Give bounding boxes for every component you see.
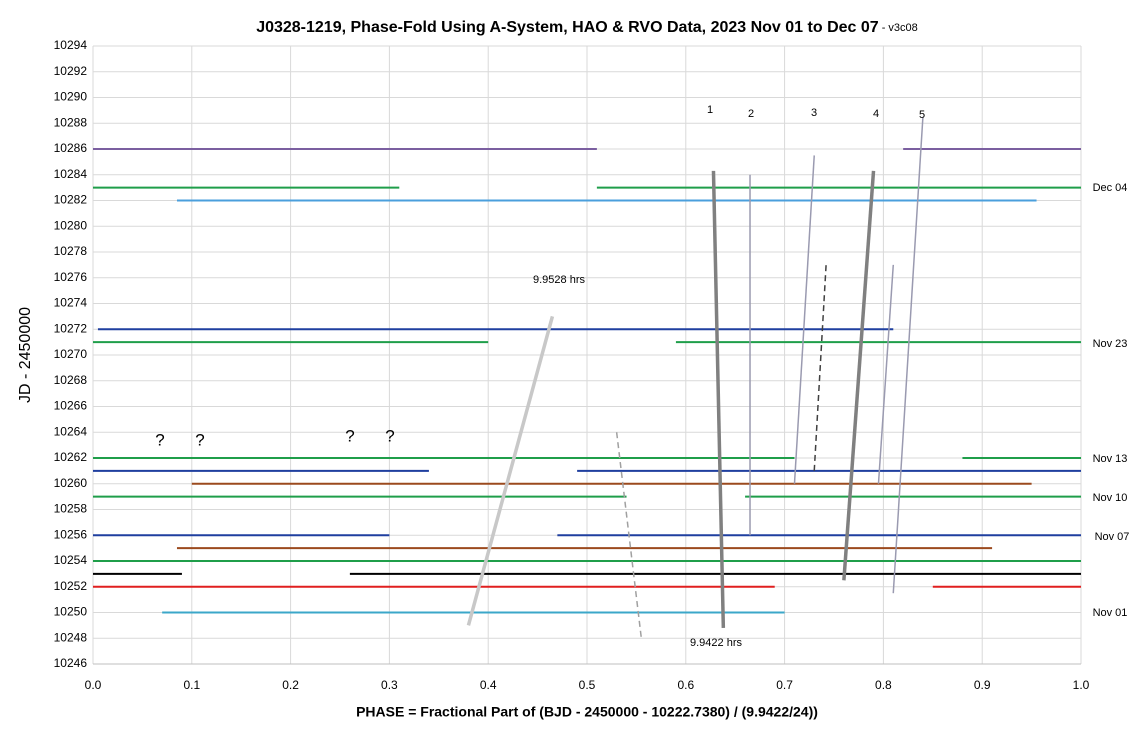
guide-line	[711, 170, 726, 628]
y-tick-label: 10284	[54, 167, 88, 181]
y-tick-label: 10256	[54, 527, 88, 541]
x-tick-label: 1.0	[1073, 678, 1090, 692]
x-tick-label: 0.7	[776, 678, 793, 692]
y-tick-label: 10292	[54, 64, 88, 78]
guide-line	[813, 264, 827, 471]
guide-line	[842, 170, 876, 581]
guide-line	[615, 432, 643, 639]
annotation: Nov 01	[1093, 607, 1128, 619]
y-tick-label: 10246	[54, 656, 88, 670]
annotation: 3	[811, 107, 817, 119]
chart-title: J0328-1219, Phase-Fold Using A-System, H…	[256, 19, 918, 36]
y-tick-label: 10260	[54, 476, 88, 490]
y-tick-label: 10276	[54, 270, 88, 284]
annotation: 9.9528 hrs	[533, 274, 585, 286]
x-tick-label: 0.4	[480, 678, 497, 692]
annotation: ?	[385, 426, 394, 445]
annotation: Nov 23	[1093, 338, 1128, 350]
y-tick-label: 10278	[54, 244, 88, 258]
y-tick-label: 10282	[54, 193, 88, 207]
guide-line	[466, 315, 555, 626]
annotation: Dec 04	[1093, 182, 1128, 194]
y-tick-label: 10250	[54, 605, 88, 619]
y-tick-label: 10294	[54, 38, 88, 52]
x-tick-label: 0.2	[282, 678, 299, 692]
y-tick-label: 10270	[54, 347, 88, 361]
y-tick-label: 10266	[54, 399, 88, 413]
x-tick-label: 0.1	[183, 678, 200, 692]
x-tick-label: 0.3	[381, 678, 398, 692]
y-axis-label: JD - 2450000	[17, 307, 34, 403]
annotation: ?	[345, 426, 354, 445]
y-tick-label: 10252	[54, 579, 88, 593]
guide-line	[877, 264, 895, 484]
x-tick-label: 0.0	[85, 678, 102, 692]
subtitle: - v3c08	[879, 22, 918, 34]
y-tick-label: 10268	[54, 373, 88, 387]
y-tick-label: 10258	[54, 502, 88, 516]
y-tick-label: 10262	[54, 450, 88, 464]
title: J0328-1219, Phase-Fold Using A-System, H…	[256, 19, 879, 36]
y-tick-label: 10272	[54, 321, 88, 335]
annotation: 2	[748, 108, 754, 120]
annotation: Nov 13	[1093, 453, 1128, 465]
annotation: 5	[919, 109, 925, 121]
y-tick-label: 10274	[54, 296, 88, 310]
guide-line	[793, 155, 815, 484]
annotation: ?	[195, 430, 204, 449]
y-tick-label: 10248	[54, 630, 88, 644]
annotation: 4	[873, 108, 879, 120]
y-tick-label: 10280	[54, 218, 88, 232]
y-tick-label: 10288	[54, 115, 88, 129]
annotation: Nov 07	[1095, 531, 1130, 543]
y-tick-label: 10290	[54, 90, 88, 104]
annotation: 1	[707, 104, 713, 116]
y-tick-label: 10264	[54, 424, 88, 438]
x-tick-label: 0.8	[875, 678, 892, 692]
annotation: ?	[155, 430, 164, 449]
x-tick-label: 0.9	[974, 678, 991, 692]
annotation: 9.9422 hrs	[690, 637, 742, 649]
x-axis-label: PHASE = Fractional Part of (BJD - 245000…	[356, 704, 818, 720]
guide-line	[892, 116, 924, 594]
x-tick-label: 0.5	[579, 678, 596, 692]
x-tick-label: 0.6	[677, 678, 694, 692]
y-tick-label: 10286	[54, 141, 88, 155]
annotation: Nov 10	[1093, 492, 1128, 504]
y-tick-label: 10254	[54, 553, 88, 567]
